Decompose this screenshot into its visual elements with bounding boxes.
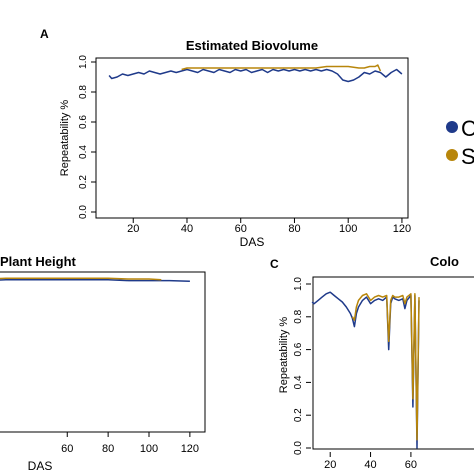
x-tick-label: 60	[405, 459, 417, 471]
panel-letter-a: A	[40, 27, 49, 41]
x-axis-label-b: DAS	[28, 459, 53, 473]
x-tick-label: 80	[102, 443, 114, 455]
legend-label-c: C	[461, 116, 474, 141]
y-tick-label: 0.6	[78, 115, 89, 129]
y-tick-label: 0.0	[78, 205, 89, 219]
series-line-c	[311, 291, 420, 449]
y-axis-a: 0.0 0.2 0.4 0.6 0.8 1.0	[78, 55, 96, 219]
panel-letter-c: C	[270, 257, 279, 271]
plot-frame-a	[95, 57, 409, 219]
x-axis-b: 60 80 100 120	[61, 432, 199, 455]
x-tick-label: 60	[235, 223, 247, 235]
y-tick-label: 0.4	[78, 145, 89, 159]
x-tick-label: 20	[127, 223, 139, 235]
y-tick-label: 1.0	[78, 55, 89, 69]
y-tick-label: 0.4	[293, 375, 304, 389]
x-tick-label: 60	[61, 443, 73, 455]
panel-c: C Colo 0.0 0.2 0.4 0.6 0.8 1.0 20 40 60 Repeata…	[270, 254, 474, 471]
y-tick-label: 0.2	[293, 408, 304, 422]
y-tick-label: 0.8	[293, 309, 304, 323]
x-tick-label: 100	[140, 443, 158, 455]
y-tick-label: 1.0	[293, 277, 304, 291]
series-line-c	[0, 279, 190, 283]
series-line-s	[351, 293, 420, 441]
panel-b: Plant Height 60 80 100 120 DAS	[0, 254, 206, 473]
y-tick-label: 0.0	[293, 441, 304, 455]
legend: C S	[446, 116, 474, 169]
y-tick-label: 0.6	[293, 342, 304, 356]
x-axis-c: 20 40 60	[324, 452, 417, 471]
series-lines-a	[108, 64, 403, 83]
chart-title-c: Colo	[430, 254, 459, 269]
x-tick-label: 120	[393, 223, 411, 235]
y-tick-label: 0.2	[78, 175, 89, 189]
chart-title-a: Estimated Biovolume	[186, 38, 318, 53]
legend-marker-s	[446, 149, 458, 161]
y-axis-label-a: Repeatability %	[59, 100, 71, 177]
series-line-c	[108, 68, 403, 83]
plot-frame-c	[312, 276, 474, 450]
legend-marker-c	[446, 121, 458, 133]
x-axis-label-a: DAS	[240, 235, 265, 249]
x-tick-label: 40	[364, 459, 376, 471]
x-axis-a: 20 40 60 80 100 120	[127, 218, 411, 235]
series-lines-c	[311, 291, 420, 449]
y-axis-c: 0.0 0.2 0.4 0.6 0.8 1.0	[293, 277, 311, 455]
series-line-s	[181, 64, 382, 72]
x-tick-label: 20	[324, 459, 336, 471]
y-axis-label-c: Repeatability %	[278, 317, 290, 394]
x-tick-label: 80	[288, 223, 300, 235]
x-tick-label: 40	[181, 223, 193, 235]
chart-title-b: Plant Height	[0, 254, 77, 269]
series-line-s	[0, 277, 162, 281]
series-lines-b	[0, 277, 190, 283]
legend-label-s: S	[461, 144, 474, 169]
x-tick-label: 100	[339, 223, 357, 235]
y-tick-label: 0.8	[78, 85, 89, 99]
plot-frame-b	[0, 271, 206, 433]
x-tick-label: 120	[181, 443, 199, 455]
panel-a: A Estimated Biovolume 0.0 0.2 0.4 0.6 0.8 1.0…	[40, 27, 411, 249]
